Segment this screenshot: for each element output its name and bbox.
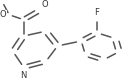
Text: O: O xyxy=(42,0,49,9)
Text: F: F xyxy=(94,8,99,17)
Text: N: N xyxy=(20,71,27,80)
Text: $\mathdefault{}$: $\mathdefault{}$ xyxy=(0,0,1,5)
Text: O: O xyxy=(0,10,7,19)
